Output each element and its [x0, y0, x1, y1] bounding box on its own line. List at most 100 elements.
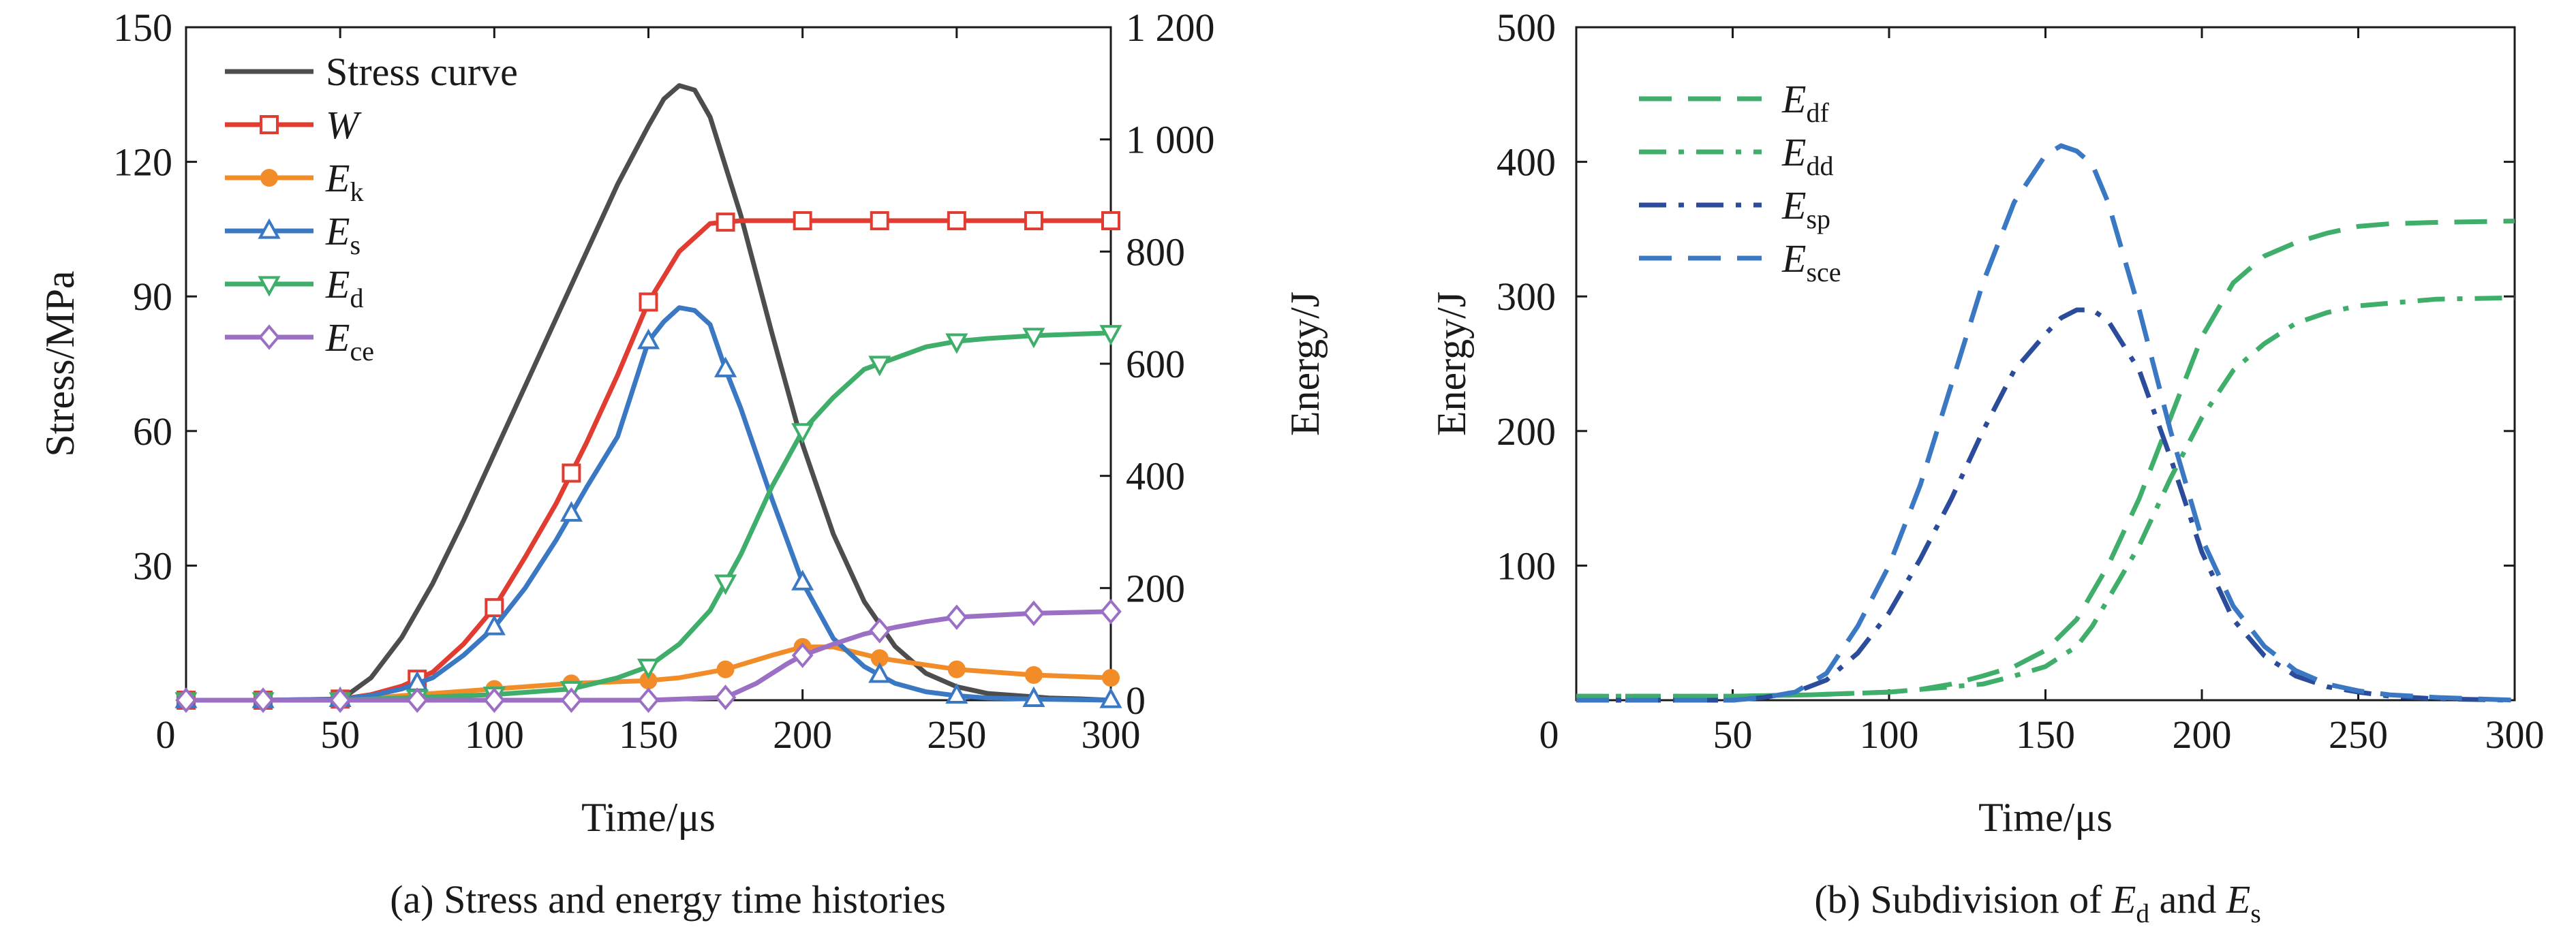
series-point-e-k — [947, 660, 966, 678]
series-point-e-s — [1099, 687, 1122, 708]
series-point-e-s — [945, 682, 968, 704]
series-line-e-s — [183, 305, 1114, 703]
series-point-e-ce — [1023, 600, 1045, 627]
series-point-e-d — [714, 574, 737, 595]
series-point-e-ce — [560, 687, 583, 713]
series-point-e-d — [868, 356, 891, 377]
series-point-w — [639, 292, 658, 312]
series-point-e-d — [1099, 325, 1122, 346]
caption-a: (a) Stress and energy time histories — [390, 877, 946, 922]
series-point-w — [562, 463, 581, 483]
x-tick-label-b: 0 — [1539, 712, 1559, 757]
y2-axis-title-a: Energy/J — [1283, 292, 1328, 436]
x-axis-title-a: Time/μs — [581, 795, 716, 840]
y-tick-label-b: 200 — [1497, 409, 1556, 454]
legend-label-a: Stress curve — [326, 50, 518, 94]
series-point-e-ce — [175, 687, 197, 713]
x-tick-label-a: 150 — [619, 712, 678, 757]
x-tick-label-b: 50 — [1713, 712, 1753, 757]
legend-label-b: Esce — [1781, 236, 1841, 287]
legend-marker-a — [260, 169, 278, 187]
series-point-e-ce — [406, 687, 429, 713]
x-tick-label-a: 50 — [320, 712, 360, 757]
series-point-w — [485, 598, 504, 618]
caption-b: (b) Subdivision of Ed and Es — [1814, 877, 2260, 928]
x-tick-label-b: 100 — [1860, 712, 1919, 757]
y2-tick-label-a: 1 000 — [1126, 118, 1215, 162]
series-point-w — [870, 211, 889, 231]
y2-tick-label-a: 0 — [1126, 678, 1146, 723]
y-tick-label-a: 30 — [133, 544, 172, 588]
series-point-w — [1101, 211, 1120, 231]
series-line-e-dd — [1576, 295, 2515, 699]
series-point-e-d — [791, 423, 814, 444]
series-line-e-sp — [1576, 307, 2515, 703]
series-point-e-ce — [637, 687, 660, 713]
series-point-e-s — [1022, 686, 1045, 707]
x-tick-label-a: 100 — [465, 712, 524, 757]
series-line-stress-curve — [183, 83, 1114, 703]
series-point-e-k — [1102, 669, 1120, 687]
series-point-e-s — [714, 356, 737, 377]
series-point-e-ce — [483, 687, 506, 713]
y2-tick-label-a: 1 200 — [1126, 5, 1215, 50]
series-point-e-s — [791, 569, 814, 591]
legend-label-a: Ece — [325, 315, 374, 366]
x-tick-label-b: 250 — [2329, 712, 2388, 757]
x-tick-label-a: 0 — [156, 712, 176, 757]
series-point-w — [947, 211, 966, 231]
series-point-e-s — [868, 662, 891, 683]
series-point-e-ce — [252, 687, 274, 713]
series-point-e-s — [637, 328, 660, 349]
y-tick-label-a: 60 — [133, 409, 172, 454]
series-point-e-ce — [714, 685, 737, 710]
y2-tick-label-a: 600 — [1126, 342, 1185, 386]
series-line-e-ce — [183, 609, 1114, 703]
y-tick-label-a: 90 — [133, 274, 172, 319]
y-tick-label-a: 120 — [113, 140, 172, 185]
series-point-e-ce — [329, 687, 351, 713]
y-tick-label-b: 100 — [1497, 544, 1556, 588]
legend-label-a: W — [326, 103, 362, 147]
series-point-w — [716, 213, 735, 232]
series-line-e-d — [183, 330, 1114, 703]
y2-tick-label-a: 400 — [1126, 454, 1185, 499]
series-line-e-df — [1576, 219, 2515, 699]
x-tick-label-a: 250 — [927, 712, 986, 757]
series-point-e-d — [637, 659, 660, 680]
legend-marker-a — [260, 115, 279, 134]
x-tick-label-b: 150 — [2016, 712, 2075, 757]
legend-marker-a — [258, 276, 281, 297]
series-point-e-ce — [946, 604, 968, 630]
legend-label-b: Edd — [1781, 130, 1833, 181]
y2-tick-label-a: 800 — [1126, 230, 1185, 274]
series-point-e-ce — [791, 642, 814, 668]
x-tick-label-b: 300 — [2485, 712, 2545, 757]
x-tick-label-a: 200 — [773, 712, 832, 757]
series-point-e-d — [945, 333, 968, 354]
y-tick-label-b: 500 — [1497, 5, 1556, 50]
x-tick-label-a: 300 — [1082, 712, 1141, 757]
series-point-e-s — [559, 501, 583, 522]
series-point-e-ce — [868, 618, 891, 644]
y-axis-title-a: Stress/MPa — [37, 270, 82, 456]
y2-tick-label-a: 200 — [1126, 566, 1185, 610]
legend-label-b: Esp — [1781, 183, 1830, 234]
series-point-e-k — [716, 660, 735, 678]
series-point-e-ce — [1100, 599, 1122, 625]
legend-label-a: Ek — [325, 156, 363, 207]
panel-a: 0 50 100 150 200 250 300 30 60 90 120 150 0 200 400 600… — [37, 5, 1328, 922]
panel-b: 0 50 100 150 200 250 300 100 200 300 400 500 Time/μs… — [1429, 5, 2545, 928]
legend-label-b: Edf — [1781, 77, 1829, 128]
y-tick-label-a: 150 — [113, 5, 172, 50]
series-point-e-s — [482, 614, 506, 635]
series-line-e-sce — [1576, 143, 2515, 703]
series-point-w — [1024, 211, 1043, 231]
x-tick-label-b: 200 — [2173, 712, 2232, 757]
x-axis-title-b: Time/μs — [1978, 795, 2113, 840]
series-point-e-d — [1022, 328, 1045, 349]
y-tick-label-b: 400 — [1497, 140, 1556, 185]
plot-frame-b — [1575, 26, 2516, 702]
